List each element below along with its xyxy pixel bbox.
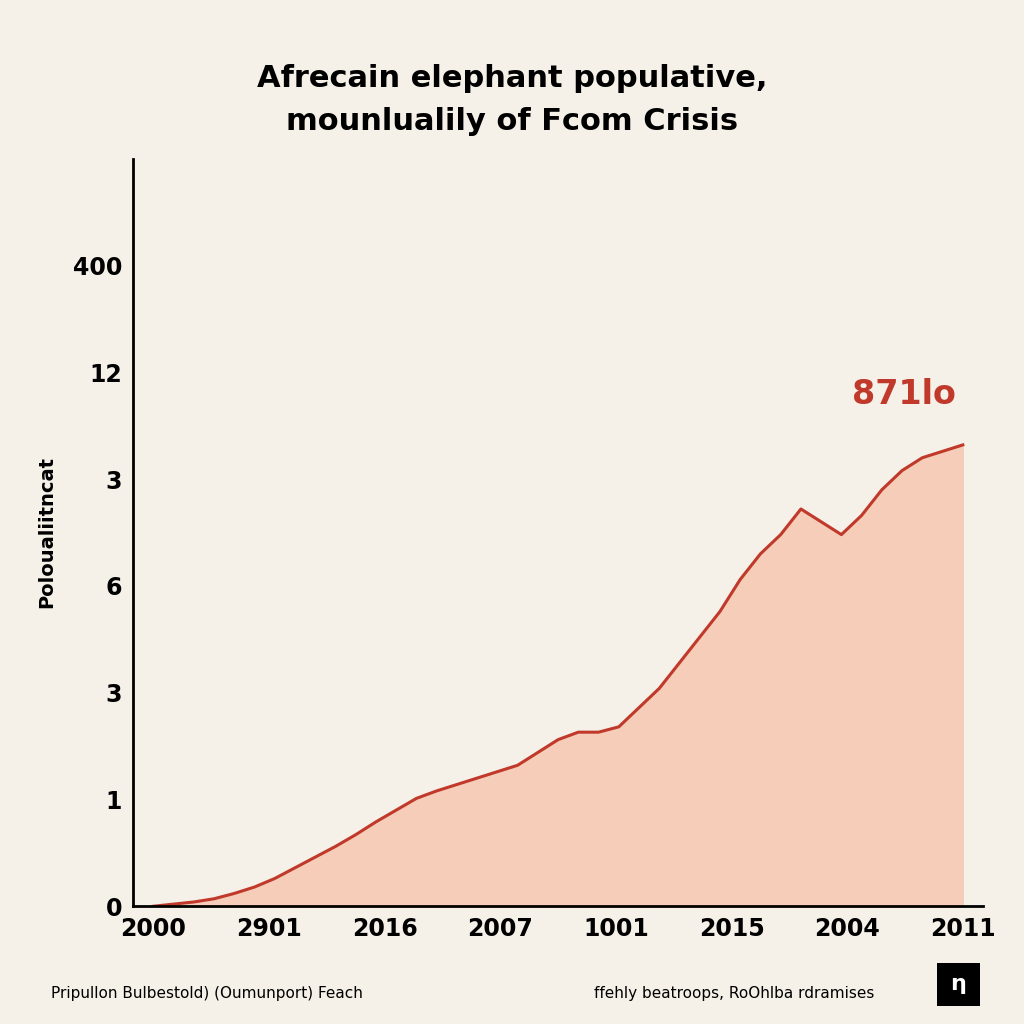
Text: Pripullon Bulbestold) (Oumunport) Feach: Pripullon Bulbestold) (Oumunport) Feach bbox=[51, 986, 364, 1001]
Text: 871lo: 871lo bbox=[852, 378, 955, 412]
Text: η: η bbox=[950, 974, 967, 994]
Text: ffehly beatroops, RoOhlba rdramises: ffehly beatroops, RoOhlba rdramises bbox=[594, 986, 874, 1001]
Text: mounlualily of Fcom Crisis: mounlualily of Fcom Crisis bbox=[286, 108, 738, 136]
Text: Afrecain elephant populative,: Afrecain elephant populative, bbox=[257, 65, 767, 93]
Y-axis label: Poloualiitncat: Poloualiitncat bbox=[37, 457, 56, 608]
